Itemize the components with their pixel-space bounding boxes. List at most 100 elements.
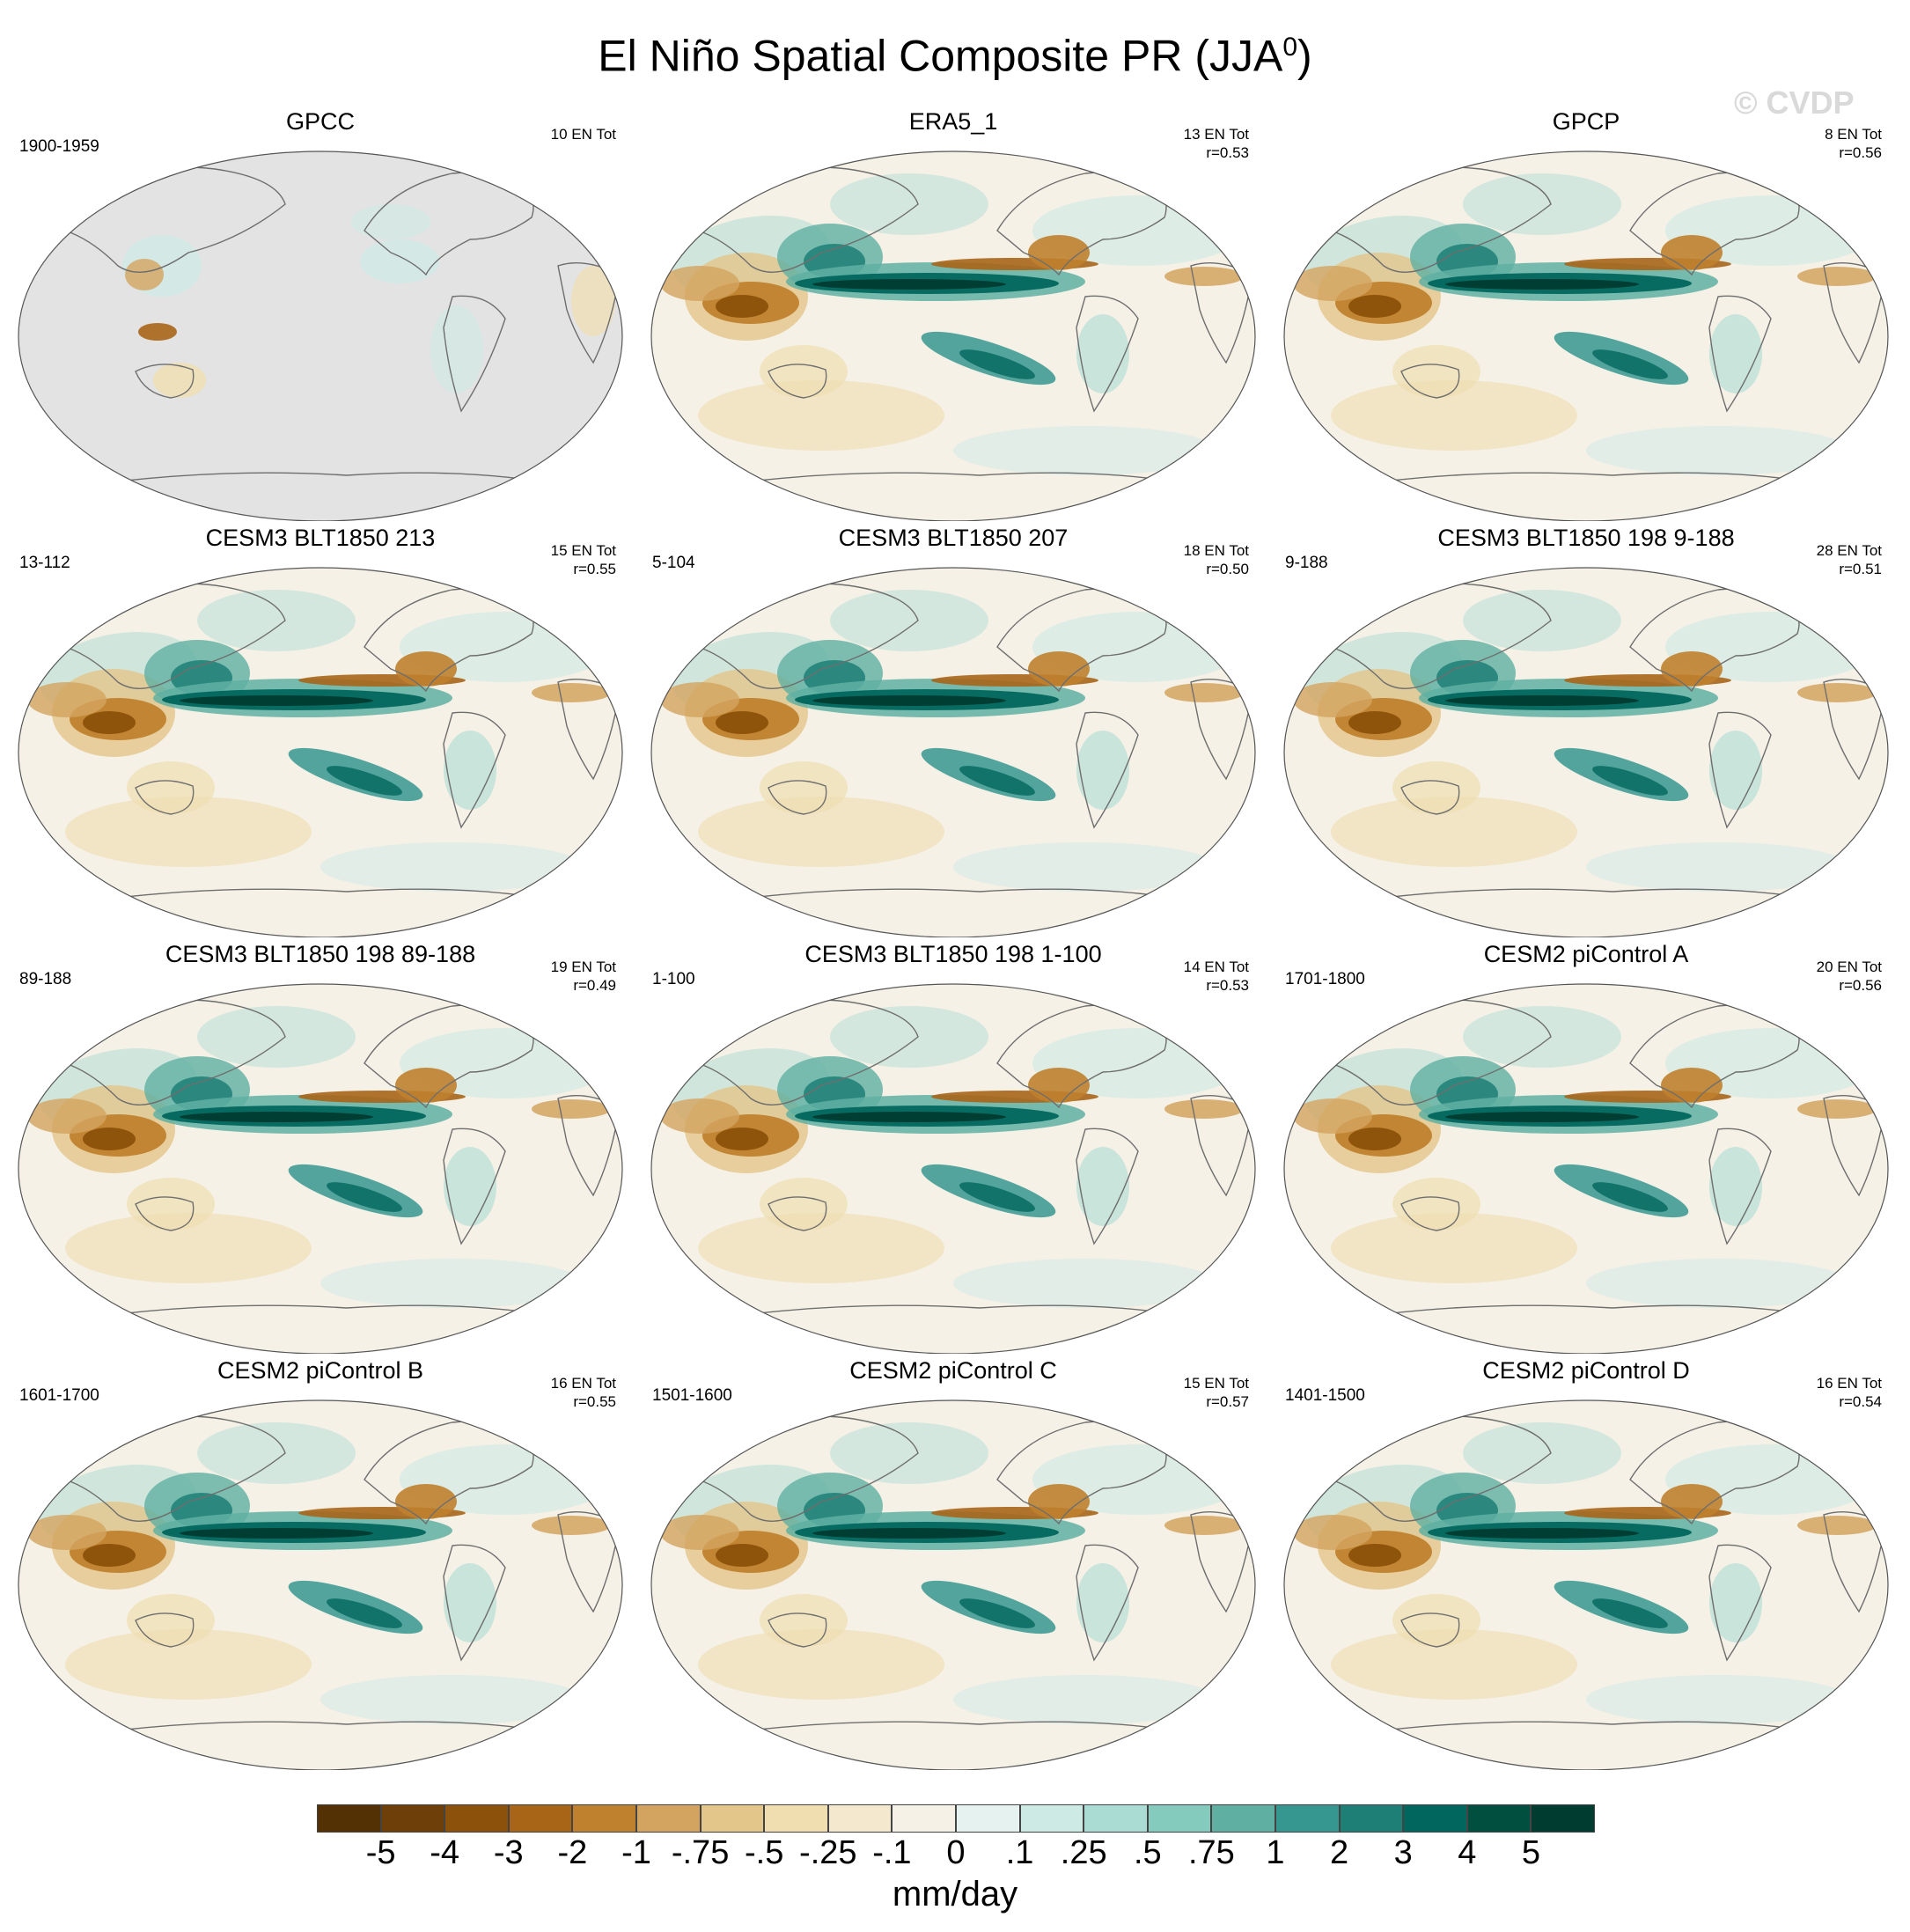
map-border <box>18 983 623 1354</box>
anomaly-contour <box>1463 1422 1621 1484</box>
coastline <box>1629 584 1800 693</box>
coastline <box>1400 1196 1460 1231</box>
pattern-correlation: r=0.49 <box>573 977 616 994</box>
anomaly-contour <box>1392 345 1480 398</box>
coastline <box>1076 1544 1139 1662</box>
coastline <box>768 780 827 815</box>
coastline <box>117 1721 541 1731</box>
colorbar-box <box>1275 1804 1340 1833</box>
anomaly-contour <box>1293 1515 1372 1550</box>
coastline <box>117 472 541 482</box>
en-total: 8 EN Tot <box>1825 126 1882 143</box>
anomaly-contour <box>320 842 584 892</box>
panel-stats: 8 EN Tot r=0.56 <box>1825 125 1882 162</box>
anomaly-contour <box>1709 314 1762 393</box>
en-total: 20 EN Tot <box>1816 959 1882 975</box>
coastline <box>443 1128 506 1245</box>
en-total: 10 EN Tot <box>550 126 616 143</box>
panel-stats: 15 EN Tot r=0.55 <box>551 541 616 578</box>
coastline <box>443 711 506 829</box>
anomaly-contour <box>812 1112 1006 1122</box>
map-panel: CESM2 piControl C 1501-1600 15 EN Tot r=0.5… <box>645 1356 1261 1770</box>
colorbar-tick-label: .75 <box>1187 1834 1235 1871</box>
coastline <box>768 1196 827 1231</box>
coastline <box>557 1094 621 1197</box>
panel-title: CESM2 piControl A <box>1483 941 1689 967</box>
map-panel: CESM3 BLT1850 213 13-112 15 EN Tot r=0.55 <box>12 524 628 937</box>
en-total: 19 EN Tot <box>550 959 616 975</box>
anomaly-contour <box>1592 349 1668 379</box>
coastline <box>1400 1612 1460 1648</box>
map-panel: CESM2 piControl D 1401-1500 16 EN Tot r=0.5… <box>1278 1356 1894 1770</box>
panel-period: 1-100 <box>652 970 695 988</box>
anomaly-contour <box>1348 711 1401 734</box>
en-total: 14 EN Tot <box>1183 959 1249 975</box>
pattern-correlation: r=0.50 <box>1206 561 1249 577</box>
panel-stats: 18 EN Tot r=0.50 <box>1184 541 1249 578</box>
anomaly-contour <box>27 1098 107 1134</box>
anomaly-contour <box>953 1675 1217 1724</box>
anomaly-contour <box>830 173 988 235</box>
panel-stats: 14 EN Tot r=0.53 <box>1184 958 1249 995</box>
anomaly-contour <box>953 1259 1217 1308</box>
coastline <box>364 1417 534 1525</box>
colorbar-tick-label: -2 <box>557 1834 588 1871</box>
anomaly-contour <box>1592 1598 1668 1628</box>
anomaly-contour <box>716 1128 768 1150</box>
anomaly-contour <box>1586 1675 1850 1724</box>
colorbar <box>317 1804 1595 1833</box>
colorbar-box <box>1019 1804 1084 1833</box>
colorbar-tick-label: -5 <box>365 1834 396 1871</box>
anomaly-contour <box>959 349 1035 379</box>
coastline <box>1629 1417 1800 1525</box>
anomaly-contour <box>830 590 988 651</box>
panel-title: CESM3 BLT1850 198 1-100 <box>804 941 1102 967</box>
panel-period: 1501-1600 <box>652 1386 732 1405</box>
anomaly-contour <box>1463 590 1621 651</box>
map-border <box>18 151 623 521</box>
anomaly-contour <box>1293 682 1372 717</box>
anomaly-contour <box>83 1544 136 1567</box>
anomaly-contour <box>1331 797 1577 867</box>
figure-title: El Niño Spatial Composite PR (JJA0) <box>598 31 1312 81</box>
anomaly-contour <box>395 651 457 687</box>
robinson-map <box>650 567 1256 937</box>
anomaly-contour <box>65 797 312 867</box>
coastline <box>1076 711 1139 829</box>
colorbar-tick-label: .1 <box>1005 1834 1034 1871</box>
anomaly-contour <box>1709 1563 1762 1642</box>
coastline <box>1383 472 1807 482</box>
anomaly-contour <box>716 295 768 318</box>
anomaly-contour <box>1028 651 1090 687</box>
anomaly-contour <box>1331 1629 1577 1700</box>
coastline <box>996 1417 1167 1525</box>
anomaly-contour <box>698 1629 944 1700</box>
anomaly-contour <box>1293 1098 1372 1134</box>
coastline <box>117 888 541 899</box>
anomaly-contour <box>1445 1112 1639 1122</box>
coastline <box>1708 1128 1772 1245</box>
anomaly-contour <box>1586 1259 1850 1308</box>
anomaly-contour <box>1445 695 1639 706</box>
anomaly-contour <box>1348 1128 1401 1150</box>
anomaly-contour <box>830 1006 988 1068</box>
colorbar-tick-label: -4 <box>430 1834 460 1871</box>
map-panel: CESM3 BLT1850 198 89-188 89-188 19 EN Tot r… <box>12 940 628 1354</box>
coastline <box>1076 295 1139 413</box>
colorbar-box <box>444 1804 509 1833</box>
panel-stats: 16 EN Tot r=0.55 <box>551 1374 616 1411</box>
coastline <box>1383 1721 1807 1731</box>
pattern-correlation: r=0.57 <box>1206 1393 1249 1410</box>
anomaly-contour <box>532 1516 611 1535</box>
en-total: 13 EN Tot <box>1183 126 1249 143</box>
coastline <box>443 1544 506 1662</box>
anomaly-contour <box>1709 731 1762 810</box>
colorbar-tick-label: 0 <box>946 1834 966 1871</box>
anomaly-contour <box>660 1098 739 1134</box>
map-border <box>650 567 1256 937</box>
en-total: 16 EN Tot <box>1816 1375 1882 1392</box>
anomaly-contour <box>698 380 944 451</box>
anomaly-contour <box>953 426 1217 475</box>
colorbar-tick-label: -.25 <box>799 1834 857 1871</box>
coastline <box>1383 888 1807 899</box>
